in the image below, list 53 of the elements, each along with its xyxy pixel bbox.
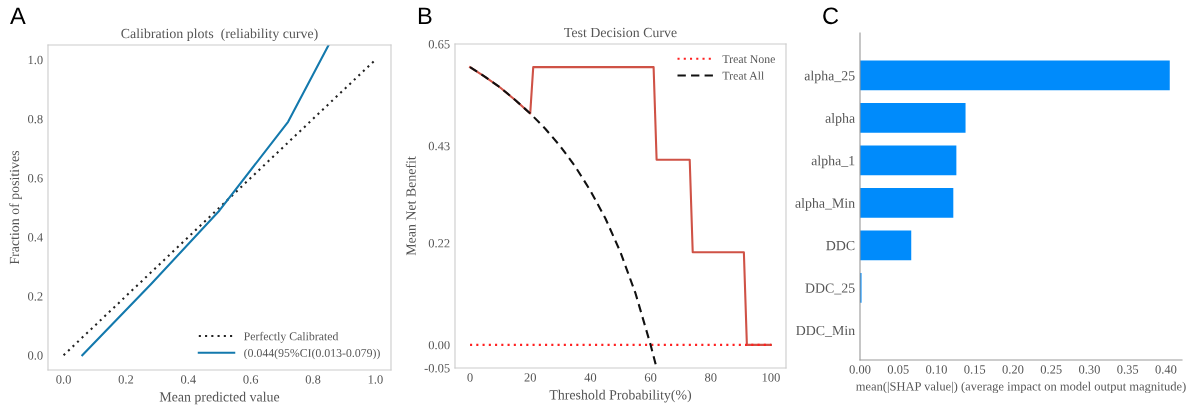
y-tick-label: 0.65 <box>428 40 450 49</box>
x-axis-title: Threshold Probability(%) <box>549 389 692 403</box>
y-tick-label: 0.00 <box>428 340 450 350</box>
x-tick-label: 1.0 <box>368 375 383 384</box>
y-tick-label: 0.22 <box>428 239 450 248</box>
x-tick-label: 0.05 <box>887 365 909 374</box>
x-axis-title: Mean predicted value <box>159 391 280 405</box>
x-tick-label: 0 <box>467 373 473 382</box>
x-tick-label: 0.2 <box>118 375 134 384</box>
y-tick-label: alpha_25 <box>804 70 855 84</box>
x-tick-label: 0.35 <box>1117 365 1139 374</box>
x-tick-label: 20 <box>524 373 536 382</box>
y-axis-title: Mean Net Benefit <box>405 156 416 256</box>
x-tick-label: 0.25 <box>1040 365 1062 374</box>
legend-label: Treat All <box>722 71 764 80</box>
x-tick-label: 100 <box>762 373 780 382</box>
x-tick-label: 80 <box>705 373 717 382</box>
y-tick-label: DDC_25 <box>805 283 855 295</box>
x-tick-label: 0.15 <box>964 365 986 374</box>
x-tick-label: 40 <box>584 373 597 382</box>
x-tick-label: 0.0 <box>56 375 71 384</box>
x-tick-label: 0.20 <box>1002 365 1024 374</box>
y-tick-label: 1.0 <box>28 55 43 65</box>
text: A <box>10 7 26 24</box>
y-tick-label: 0.6 <box>27 173 43 183</box>
y-tick-label: DDC <box>826 240 855 251</box>
y-axis-title: Fraction of positives <box>9 150 22 265</box>
y-tick-label: 0.4 <box>27 233 43 242</box>
y-tick-label: 0.0 <box>27 351 43 360</box>
text: B <box>418 7 432 24</box>
x-tick-label: 0.6 <box>243 375 259 384</box>
y-tick-label: -0.05 <box>424 364 450 373</box>
x-tick-label: 0.4 <box>180 375 196 384</box>
chart-title: Test Decision Curve <box>564 27 677 38</box>
x-tick-label: 0.8 <box>305 375 321 384</box>
x-tick-label: 60 <box>644 373 657 382</box>
legend-label: Perfectly Calibrated <box>244 331 339 343</box>
legend-label: (0.044(95%CI(0.013-0.079)) <box>244 348 380 360</box>
x-tick-label: 0.10 <box>926 365 947 374</box>
chart-title: Calibration plots (reliability curve) <box>121 28 318 42</box>
y-tick-label: 0.43 <box>428 141 450 151</box>
y-tick-label: alpha_Min <box>795 198 855 211</box>
text: C <box>823 7 839 25</box>
x-tick-label: 0.00 <box>849 365 871 374</box>
y-tick-label: 0.8 <box>27 114 43 124</box>
x-axis-title: mean(|SHAP value|) (average impact on model output magnitude) <box>856 381 1186 394</box>
x-tick-label: 0.30 <box>1078 365 1100 374</box>
y-tick-label: 0.2 <box>27 292 43 301</box>
y-tick-label: DDC_Min <box>796 325 855 337</box>
x-tick-label: 0.40 <box>1155 365 1177 374</box>
legend-label: Treat None <box>722 55 775 64</box>
y-tick-label: alpha <box>825 113 855 126</box>
y-tick-label: alpha_1 <box>811 155 855 169</box>
